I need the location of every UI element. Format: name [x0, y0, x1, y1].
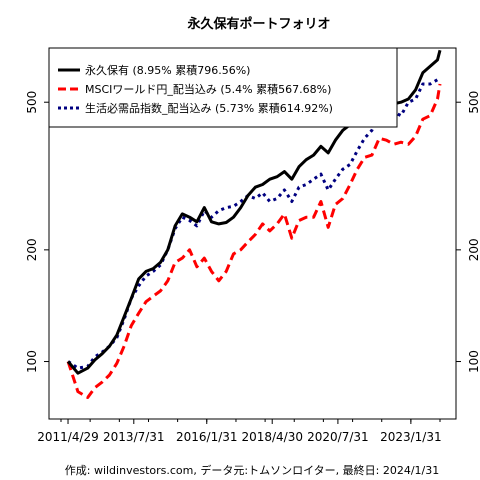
y-tick-label-left: 500: [25, 91, 39, 114]
legend-label: 永久保有 (8.95% 累積796.56%): [85, 63, 250, 77]
x-tick-label: 2013/7/31: [103, 430, 165, 444]
y-axis-right: 100 200 500: [456, 91, 480, 373]
legend: 永久保有 (8.95% 累積796.56%) MSCIワールド円_配当込み (5.…: [48, 47, 398, 128]
y-tick-label-right: 200: [467, 238, 480, 261]
x-tick-label: 2011/4/29: [37, 430, 99, 444]
x-tick-label: 2016/1/31: [176, 430, 238, 444]
chart-title: 永久保有ポートフォリオ: [186, 16, 330, 32]
legend-label: MSCIワールド円_配当込み (5.4% 累積567.68%): [85, 82, 331, 96]
y-tick-label-left: 100: [25, 350, 39, 373]
legend-label: 生活必需品指数_配当込み (5.73% 累積614.92%): [85, 101, 333, 115]
y-axis-left: 100 200 500: [25, 91, 49, 373]
series-line: [66, 83, 442, 399]
x-axis: 2011/4/29 2013/7/31 2016/1/31 2018/4/30 2020…: [37, 419, 442, 444]
x-tick-label: 2020/7/31: [307, 430, 369, 444]
y-tick-label-left: 200: [25, 238, 39, 261]
x-tick-label: 2018/4/30: [241, 430, 303, 444]
legend-box: [48, 47, 398, 128]
y-tick-label-right: 100: [467, 350, 480, 373]
x-tick-label: 2023/1/31: [380, 430, 442, 444]
y-tick-label-right: 500: [467, 91, 480, 114]
chart-caption: 作成: wildinvestors.com, データ元:トムソンロイター, 最終…: [65, 463, 439, 477]
